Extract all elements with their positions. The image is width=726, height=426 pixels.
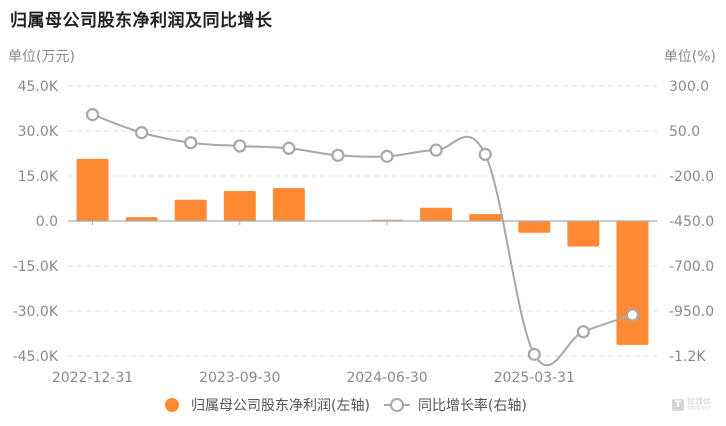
svg-text:-950.0: -950.0	[669, 304, 714, 320]
bar-2023-03-31[interactable]	[125, 217, 158, 221]
svg-text:-1.2K: -1.2K	[669, 349, 706, 365]
line-point-2024-06-30[interactable]	[380, 149, 394, 163]
watermark-text: 钛媒体	[687, 397, 711, 406]
watermark-subtext: TMTPOST	[687, 406, 711, 412]
bar-2025-06-30[interactable]	[567, 221, 600, 247]
bar-2024-12-31[interactable]	[469, 214, 502, 221]
right-axis-unit: 单位(%)	[663, 49, 716, 65]
bar-series-dot-icon	[165, 398, 179, 412]
legend-line-label: 同比增长率(右轴)	[417, 398, 527, 414]
chart-title: 归属母公司股东净利润及同比增长	[10, 11, 273, 31]
line-point-2024-12-31[interactable]	[478, 147, 492, 161]
svg-text:300.0: 300.0	[669, 79, 709, 95]
bar-2024-09-30[interactable]	[420, 207, 453, 221]
line-point-2025-09-30[interactable]	[625, 308, 640, 322]
line-series-circle-icon	[383, 398, 410, 412]
svg-text:-30.0K: -30.0K	[13, 304, 59, 320]
legend-item-yoy-growth[interactable]: 同比增长率(右轴)	[383, 395, 527, 415]
svg-text:2023-09-30: 2023-09-30	[199, 370, 280, 386]
line-point-2023-06-30[interactable]	[184, 136, 198, 150]
svg-text:2025-03-31: 2025-03-31	[494, 370, 575, 386]
svg-text:2022-12-31: 2022-12-31	[52, 370, 133, 386]
watermark: T 钛媒体 TMTPOST	[672, 398, 711, 412]
svg-text:-45.0K: -45.0K	[13, 349, 59, 365]
svg-text:0.0: 0.0	[36, 214, 58, 230]
tmtpost-logo-icon: T	[672, 399, 684, 411]
legend: 归属母公司股东净利润(左轴) 同比增长率(右轴)	[165, 395, 541, 415]
svg-text:-700.0: -700.0	[669, 259, 714, 275]
svg-text:30.0K: 30.0K	[18, 124, 59, 140]
bar-2023-06-30[interactable]	[174, 199, 207, 221]
line-point-2022-12-31[interactable]	[85, 108, 100, 122]
bar-2023-09-30[interactable]	[223, 191, 256, 221]
legend-bar-label: 归属母公司股东净利润(左轴)	[191, 398, 370, 414]
bar-2022-12-31[interactable]	[76, 158, 109, 221]
line-point-2024-09-30[interactable]	[429, 143, 443, 157]
line-point-2023-03-31[interactable]	[135, 126, 149, 140]
svg-text:15.0K: 15.0K	[18, 169, 59, 185]
line-point-2024-03-31[interactable]	[331, 148, 345, 162]
svg-text:50.0: 50.0	[669, 124, 700, 140]
svg-text:2024-06-30: 2024-06-30	[346, 370, 427, 386]
left-axis-unit: 单位(万元)	[8, 49, 75, 65]
line-point-2023-09-30[interactable]	[233, 139, 247, 153]
line-point-2025-03-31[interactable]	[527, 347, 541, 361]
bar-2023-12-31[interactable]	[272, 188, 305, 221]
svg-text:45.0K: 45.0K	[18, 79, 59, 95]
svg-text:-200.0: -200.0	[669, 169, 714, 185]
line-point-2023-12-31[interactable]	[282, 141, 296, 155]
svg-text:-15.0K: -15.0K	[13, 259, 59, 275]
bar-2025-09-30[interactable]	[616, 221, 649, 345]
line-point-2025-06-30[interactable]	[576, 325, 590, 339]
bar-2025-03-31[interactable]	[518, 221, 551, 233]
svg-text:-450.0: -450.0	[669, 214, 714, 230]
legend-item-net-profit[interactable]: 归属母公司股东净利润(左轴)	[165, 395, 370, 415]
